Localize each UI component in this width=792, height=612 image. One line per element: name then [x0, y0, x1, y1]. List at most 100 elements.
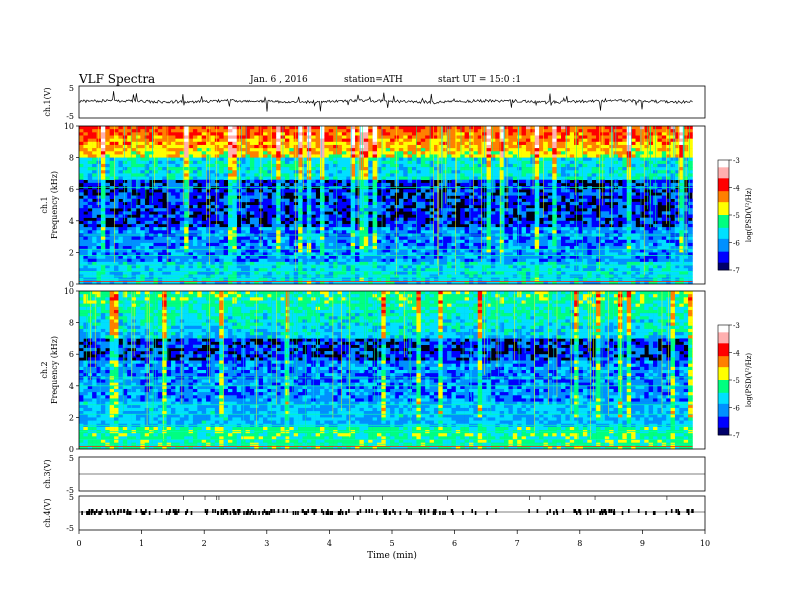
spectrogram-cell — [324, 163, 330, 168]
spectrogram-cell — [302, 239, 308, 244]
spectrogram-cell — [171, 249, 176, 253]
spectrogram-cell — [543, 170, 549, 174]
spectrogram-cell — [166, 132, 172, 136]
spectrogram-cell — [504, 220, 509, 225]
spectrogram-cell — [433, 271, 439, 275]
spectrogram-cell — [236, 246, 242, 250]
spectrogram-cell — [197, 217, 202, 222]
spectrogram-cell — [460, 214, 465, 218]
spectrogram-cell — [372, 249, 378, 253]
spectrogram-cell — [298, 242, 303, 247]
spectrogram-cell — [249, 249, 255, 253]
spectrogram-cell — [337, 246, 343, 250]
spectrogram-cell — [512, 246, 518, 250]
spectrogram-cell — [521, 179, 527, 184]
spectrogram-cell — [521, 163, 527, 168]
spectrogram-cell — [122, 167, 128, 171]
spectrogram-cell — [455, 239, 461, 244]
spectrogram-cell — [381, 167, 387, 171]
spectrogram-cell — [153, 239, 159, 244]
spectrogram-cell — [166, 189, 172, 193]
spectrogram-cell — [271, 280, 277, 285]
spectrogram-cell — [385, 126, 391, 130]
spectrogram-cell — [162, 239, 167, 244]
spectrogram-cell — [197, 252, 202, 256]
spectrogram-cell — [184, 198, 189, 203]
spectrogram-cell — [206, 148, 211, 152]
spectrogram-cell — [420, 144, 426, 149]
spectrogram-cell — [197, 223, 202, 228]
spectrogram-cell — [214, 189, 220, 193]
spectrogram-cell — [451, 208, 457, 212]
spectrogram-cell — [241, 242, 246, 247]
spectrogram-cell — [210, 144, 216, 149]
spectrogram-cell — [525, 220, 531, 225]
spectrogram-cell — [394, 227, 400, 231]
spectrogram-cell — [79, 258, 84, 263]
spectrogram-cell — [486, 198, 492, 203]
spectrogram-cell — [407, 148, 413, 152]
spectrogram-cell — [350, 198, 356, 203]
spectrogram-cell — [420, 154, 426, 158]
spectrogram-cell — [477, 157, 483, 162]
spectrogram-cell — [390, 223, 395, 228]
spectrogram-cell — [96, 205, 102, 209]
spectrogram-cell — [144, 157, 150, 162]
spectrogram-cell — [547, 198, 553, 203]
spectrogram-cell — [171, 189, 176, 193]
spectrogram-cell — [425, 246, 430, 250]
spectrogram-cell — [407, 280, 413, 285]
spectrogram-cell — [232, 217, 238, 222]
spectrogram-cell — [184, 163, 189, 168]
spectrogram-cell — [197, 179, 202, 184]
spectrogram-cell — [464, 249, 470, 253]
spectrogram-cell — [328, 220, 334, 225]
spectrogram-cell — [425, 227, 430, 231]
spectrogram-cell — [87, 220, 93, 225]
spectrogram-cell — [144, 151, 150, 155]
spectrogram-cell — [429, 252, 435, 256]
spectrogram-cell — [201, 167, 207, 171]
spectrogram-cell — [512, 271, 518, 275]
spectrogram-cell — [227, 192, 233, 196]
spectrogram-cell — [298, 141, 303, 146]
spectrogram-cell — [372, 157, 378, 162]
spectrogram-cell — [534, 214, 540, 218]
spectrogram-cell — [201, 242, 207, 247]
spectrogram-cell — [517, 167, 522, 171]
spectrogram-cell — [214, 163, 220, 168]
spectrogram-cell — [363, 144, 369, 149]
spectrogram-cell — [149, 280, 154, 285]
spectrogram-cell — [298, 258, 303, 263]
spectrogram-cell — [289, 258, 295, 263]
spectrogram-cell — [455, 160, 461, 165]
spectrogram-cell — [381, 135, 387, 139]
spectrogram-cell — [385, 138, 391, 143]
spectrogram-cell — [210, 280, 216, 285]
spectrogram-cell — [469, 126, 474, 130]
spectrogram-cell — [420, 280, 426, 285]
spectrogram-cell — [109, 271, 115, 275]
spectrogram-cell — [149, 220, 154, 225]
spectrogram-cell — [289, 255, 295, 260]
spectrogram-cell — [171, 239, 176, 244]
spectrogram-cell — [219, 176, 224, 181]
spectrogram-cell — [398, 135, 404, 139]
spectrogram-cell — [271, 170, 277, 174]
spectrogram-cell — [267, 141, 273, 146]
spectrogram-cell — [346, 148, 351, 152]
spectrogram-cell — [341, 265, 347, 269]
spectrogram-cell — [175, 160, 181, 165]
spectrogram-cell — [504, 167, 509, 171]
spectrogram-cell — [525, 255, 531, 260]
spectrogram-cell — [455, 179, 461, 184]
spectrogram-cell — [469, 144, 474, 149]
spectrogram-cell — [525, 176, 531, 181]
spectrogram-cell — [333, 157, 338, 162]
spectrogram-cell — [302, 163, 308, 168]
spectrogram-cell — [525, 138, 531, 143]
spectrogram-cell — [263, 144, 268, 149]
spectrogram-cell — [469, 151, 474, 155]
spectrogram-cell — [495, 126, 500, 130]
spectrogram-cell — [166, 126, 172, 130]
